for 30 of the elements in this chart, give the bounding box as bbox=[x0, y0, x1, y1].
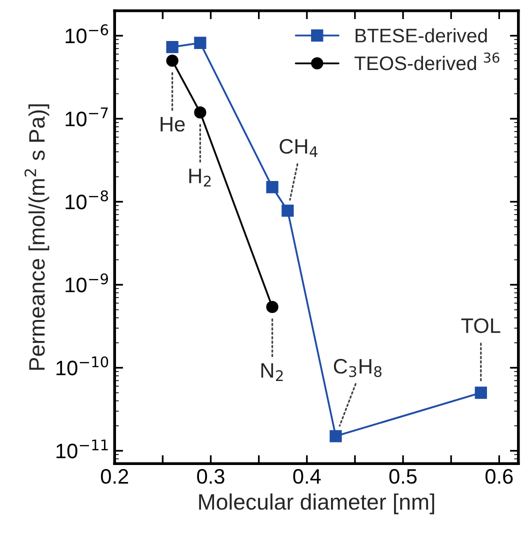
annotation: TOL bbox=[461, 318, 500, 334]
annotation: H$_{2}$ bbox=[189, 168, 211, 186]
y-tick-label: 10$^{−10}$ bbox=[56, 356, 108, 376]
y-tick-label: 10$^{−9}$ bbox=[66, 273, 108, 292]
y-tick-label: 10$^{−7}$ bbox=[66, 108, 108, 126]
x-tick-label: 0.5 bbox=[389, 469, 417, 484]
point bbox=[166, 54, 178, 67]
point bbox=[266, 181, 278, 194]
legend-label: BTESE-derived bbox=[356, 28, 487, 43]
annotation: C$_{3}$H$_{8}$ bbox=[334, 358, 382, 378]
y-tick-label: 10$^{−6}$ bbox=[66, 24, 108, 44]
point bbox=[166, 40, 178, 54]
point bbox=[282, 204, 294, 217]
point bbox=[194, 106, 206, 119]
point bbox=[474, 386, 487, 399]
y-tick-label: 10$^{−11}$ bbox=[56, 440, 108, 458]
x-tick-label: 0.3 bbox=[197, 469, 224, 484]
annotation: He bbox=[160, 117, 185, 132]
x-tick-label: 0.4 bbox=[293, 469, 321, 484]
annotation: CH$_{4}$ bbox=[280, 139, 318, 157]
x-axis-title: Molecular diameter [nm] bbox=[199, 493, 434, 514]
x-tick-label: 0.6 bbox=[486, 469, 513, 484]
x-tick-label: 0.2 bbox=[100, 469, 128, 484]
legend-label: TEOS-derived $^{36}$ bbox=[354, 52, 500, 70]
point bbox=[194, 36, 206, 49]
y-axis-title: Permeance [mol/(m$^{2}$ s Pa)] bbox=[24, 104, 50, 370]
point bbox=[330, 430, 342, 442]
y-tick-label: 10$^{−8}$ bbox=[66, 190, 108, 210]
point bbox=[266, 300, 278, 314]
annotation: N$_{2}$ bbox=[261, 363, 283, 381]
